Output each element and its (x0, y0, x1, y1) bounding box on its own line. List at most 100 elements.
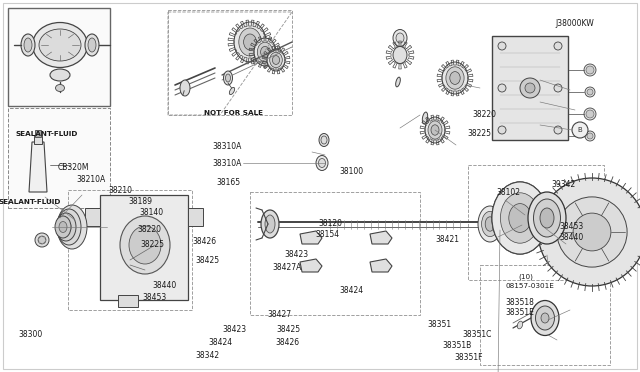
Text: 38165: 38165 (216, 178, 241, 187)
Text: 38120: 38120 (318, 219, 342, 228)
Bar (188, 208, 203, 226)
Text: 38425: 38425 (276, 325, 301, 334)
Ellipse shape (513, 214, 527, 234)
Ellipse shape (321, 136, 327, 144)
Ellipse shape (442, 62, 468, 94)
Circle shape (586, 110, 594, 118)
Text: 38351B: 38351B (443, 341, 472, 350)
Ellipse shape (265, 215, 275, 233)
Text: 38342: 38342 (195, 351, 220, 360)
Text: 38310A: 38310A (212, 142, 242, 151)
Text: 38453: 38453 (142, 293, 166, 302)
Ellipse shape (21, 34, 35, 56)
Circle shape (554, 126, 562, 134)
Circle shape (572, 122, 588, 138)
Text: 38220: 38220 (138, 225, 161, 234)
Ellipse shape (273, 55, 280, 64)
Bar (35, 130, 41, 137)
Ellipse shape (528, 192, 566, 244)
Bar (492, 36, 568, 140)
Ellipse shape (485, 217, 495, 231)
Ellipse shape (225, 74, 230, 82)
Circle shape (520, 78, 540, 98)
Ellipse shape (234, 22, 266, 62)
Ellipse shape (267, 49, 285, 71)
Ellipse shape (510, 209, 530, 239)
Text: 38100: 38100 (339, 167, 364, 176)
Ellipse shape (492, 182, 548, 254)
Bar (85, 208, 100, 226)
Ellipse shape (450, 71, 460, 84)
Ellipse shape (516, 218, 524, 230)
Polygon shape (370, 231, 392, 244)
Circle shape (538, 178, 640, 286)
Circle shape (525, 83, 535, 93)
Ellipse shape (223, 71, 232, 85)
Text: 38351F: 38351F (454, 353, 483, 362)
Bar (8, 8, 110, 106)
Text: 38424: 38424 (339, 286, 364, 295)
Polygon shape (100, 195, 188, 300)
Ellipse shape (319, 158, 326, 167)
Ellipse shape (492, 182, 548, 254)
Circle shape (557, 197, 627, 267)
Circle shape (35, 233, 49, 247)
Circle shape (587, 133, 593, 139)
Text: 38210: 38210 (109, 186, 133, 195)
Text: 38423: 38423 (223, 325, 247, 334)
Text: 38189: 38189 (128, 197, 152, 206)
Text: 38424: 38424 (208, 338, 232, 347)
Ellipse shape (393, 29, 407, 46)
Ellipse shape (56, 213, 76, 241)
Ellipse shape (24, 38, 32, 52)
Ellipse shape (57, 205, 87, 249)
Ellipse shape (509, 203, 531, 233)
Text: 38225: 38225 (141, 240, 165, 249)
Ellipse shape (540, 208, 554, 228)
Ellipse shape (425, 117, 445, 143)
Circle shape (554, 42, 562, 50)
Polygon shape (300, 259, 322, 272)
Ellipse shape (59, 221, 67, 232)
Text: 38154: 38154 (316, 230, 340, 239)
Ellipse shape (180, 80, 190, 96)
Text: SEALANT-FLUID: SEALANT-FLUID (0, 199, 61, 205)
Text: 38351: 38351 (428, 320, 452, 329)
Text: 38425: 38425 (195, 256, 220, 265)
Text: 38426: 38426 (275, 338, 300, 347)
Text: 38310A: 38310A (212, 159, 242, 168)
Ellipse shape (509, 203, 531, 232)
Ellipse shape (396, 77, 401, 87)
Text: 38426: 38426 (192, 237, 216, 246)
Circle shape (554, 84, 562, 92)
Text: (10): (10) (518, 274, 533, 280)
Ellipse shape (536, 306, 554, 330)
Ellipse shape (88, 38, 96, 52)
Circle shape (573, 213, 611, 251)
Text: 38102: 38102 (496, 188, 520, 197)
Text: 38453: 38453 (559, 222, 584, 231)
Ellipse shape (257, 42, 273, 62)
Bar (34, 136, 42, 144)
Circle shape (38, 236, 46, 244)
Ellipse shape (319, 134, 329, 147)
Polygon shape (300, 231, 322, 244)
Circle shape (585, 131, 595, 141)
Ellipse shape (244, 34, 257, 50)
Text: 38220: 38220 (472, 110, 497, 119)
Ellipse shape (50, 69, 70, 81)
Ellipse shape (393, 46, 407, 64)
Ellipse shape (261, 210, 279, 238)
Ellipse shape (120, 216, 170, 274)
Text: 38140: 38140 (140, 208, 164, 217)
Circle shape (498, 126, 506, 134)
Text: 38440: 38440 (152, 281, 177, 290)
Ellipse shape (63, 218, 75, 236)
Ellipse shape (260, 46, 269, 58)
Ellipse shape (65, 216, 79, 238)
Ellipse shape (56, 84, 65, 92)
Text: 38427A: 38427A (273, 263, 302, 272)
Ellipse shape (531, 301, 559, 336)
Text: 08157-0301E: 08157-0301E (506, 283, 554, 289)
Text: 39342: 39342 (552, 180, 576, 189)
